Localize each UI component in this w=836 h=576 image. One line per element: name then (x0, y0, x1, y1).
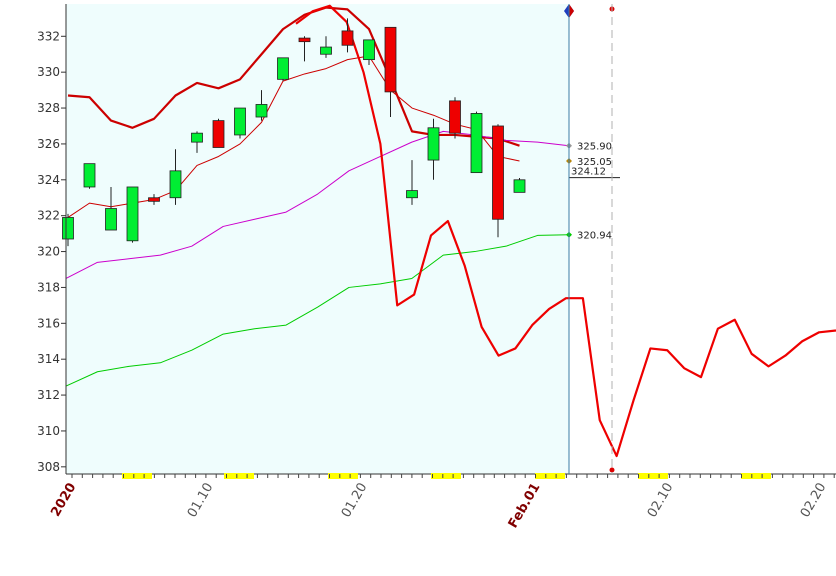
weekend-marker (122, 473, 152, 479)
candle (492, 124, 504, 238)
candle-body-up (191, 132, 203, 143)
candle (212, 118, 225, 148)
x-tick-label: 02.20 (798, 481, 830, 521)
candle-body-up (320, 46, 332, 55)
candle-body-down (384, 26, 397, 93)
candle-body-up (126, 186, 139, 242)
candle-body-up (406, 190, 418, 199)
candle (277, 57, 289, 82)
candle-body-down (298, 37, 311, 43)
mid-value-label: 325.05 (577, 157, 612, 168)
candle-body-up (255, 104, 268, 118)
forecast-bottom-marker (609, 467, 615, 473)
y-tick-label: 310 (37, 424, 60, 438)
y-tick-label: 324 (37, 173, 60, 187)
candle (169, 149, 182, 205)
projection-line (295, 4, 836, 458)
candle-body-up (470, 113, 483, 174)
candle (513, 178, 526, 193)
plot-background (66, 4, 836, 474)
y-tick-label: 322 (37, 209, 60, 223)
candle-body-down (341, 30, 354, 46)
candle-body-up (363, 39, 375, 61)
candle-body-down (148, 197, 160, 202)
candle (384, 26, 397, 118)
candle (83, 163, 96, 189)
upper-band-line (67, 6, 520, 147)
candle-body-up (105, 208, 117, 231)
weekend-marker (638, 473, 668, 479)
y-tick-label: 316 (37, 316, 60, 330)
candle-body-down (449, 100, 461, 134)
candles (62, 18, 526, 247)
y-tick-label: 318 (37, 280, 60, 294)
forecast-area (569, 4, 836, 474)
indicator-lines (65, 4, 836, 458)
y-tick-label: 312 (37, 388, 60, 402)
candle-body-up (234, 107, 246, 136)
weekend-marker (535, 473, 565, 479)
candle (427, 118, 440, 180)
candle-body-up (427, 127, 440, 161)
weekend-marker (328, 473, 358, 479)
candle (363, 39, 375, 65)
candle (320, 36, 332, 58)
candle (255, 90, 268, 121)
x-tick-label: 2020 (48, 481, 79, 520)
y-tick-label: 328 (37, 101, 60, 115)
weekend-marker (431, 473, 461, 479)
candle (298, 36, 311, 62)
candle-body-up (277, 57, 289, 80)
candle (449, 97, 461, 139)
candle-body-up (169, 170, 182, 199)
candle (406, 160, 418, 205)
candle-body-down (492, 125, 504, 220)
candle (191, 131, 203, 153)
y-tick-label: 308 (37, 460, 60, 474)
candle (62, 213, 74, 247)
candle-body-down (212, 120, 225, 148)
y-tick-label: 332 (37, 29, 60, 43)
candle-body-up (83, 163, 96, 188)
x-tick-label: 02.10 (645, 481, 677, 521)
upper-value-label: 325.90 (577, 142, 612, 153)
candle (470, 111, 483, 174)
history-area (66, 4, 569, 474)
x-tick-label: Feb.01 (506, 481, 544, 531)
y-tick-label: 314 (37, 352, 60, 366)
last-price-value-label: 324.12 (571, 167, 606, 178)
current-marker-half (569, 4, 574, 18)
mid-band-line (67, 55, 520, 218)
y-tick-label: 326 (37, 137, 60, 151)
magenta-line (65, 130, 570, 279)
y-tick-label: 320 (37, 245, 60, 259)
x-tick-label: 01.10 (185, 481, 217, 521)
lower-value-label: 320.94 (577, 231, 612, 242)
x-tick-label: 01.20 (339, 481, 371, 521)
weekend-marker (741, 473, 771, 479)
axes (61, 4, 836, 479)
green-line (65, 234, 570, 387)
y-tick-label: 330 (37, 65, 60, 79)
candle (126, 186, 139, 243)
candle-body-up (513, 179, 526, 193)
candle (234, 107, 246, 139)
candle (105, 186, 117, 231)
candle (148, 194, 160, 205)
candle-body-up (62, 217, 74, 240)
candle (341, 18, 354, 53)
weekend-marker (224, 473, 254, 479)
